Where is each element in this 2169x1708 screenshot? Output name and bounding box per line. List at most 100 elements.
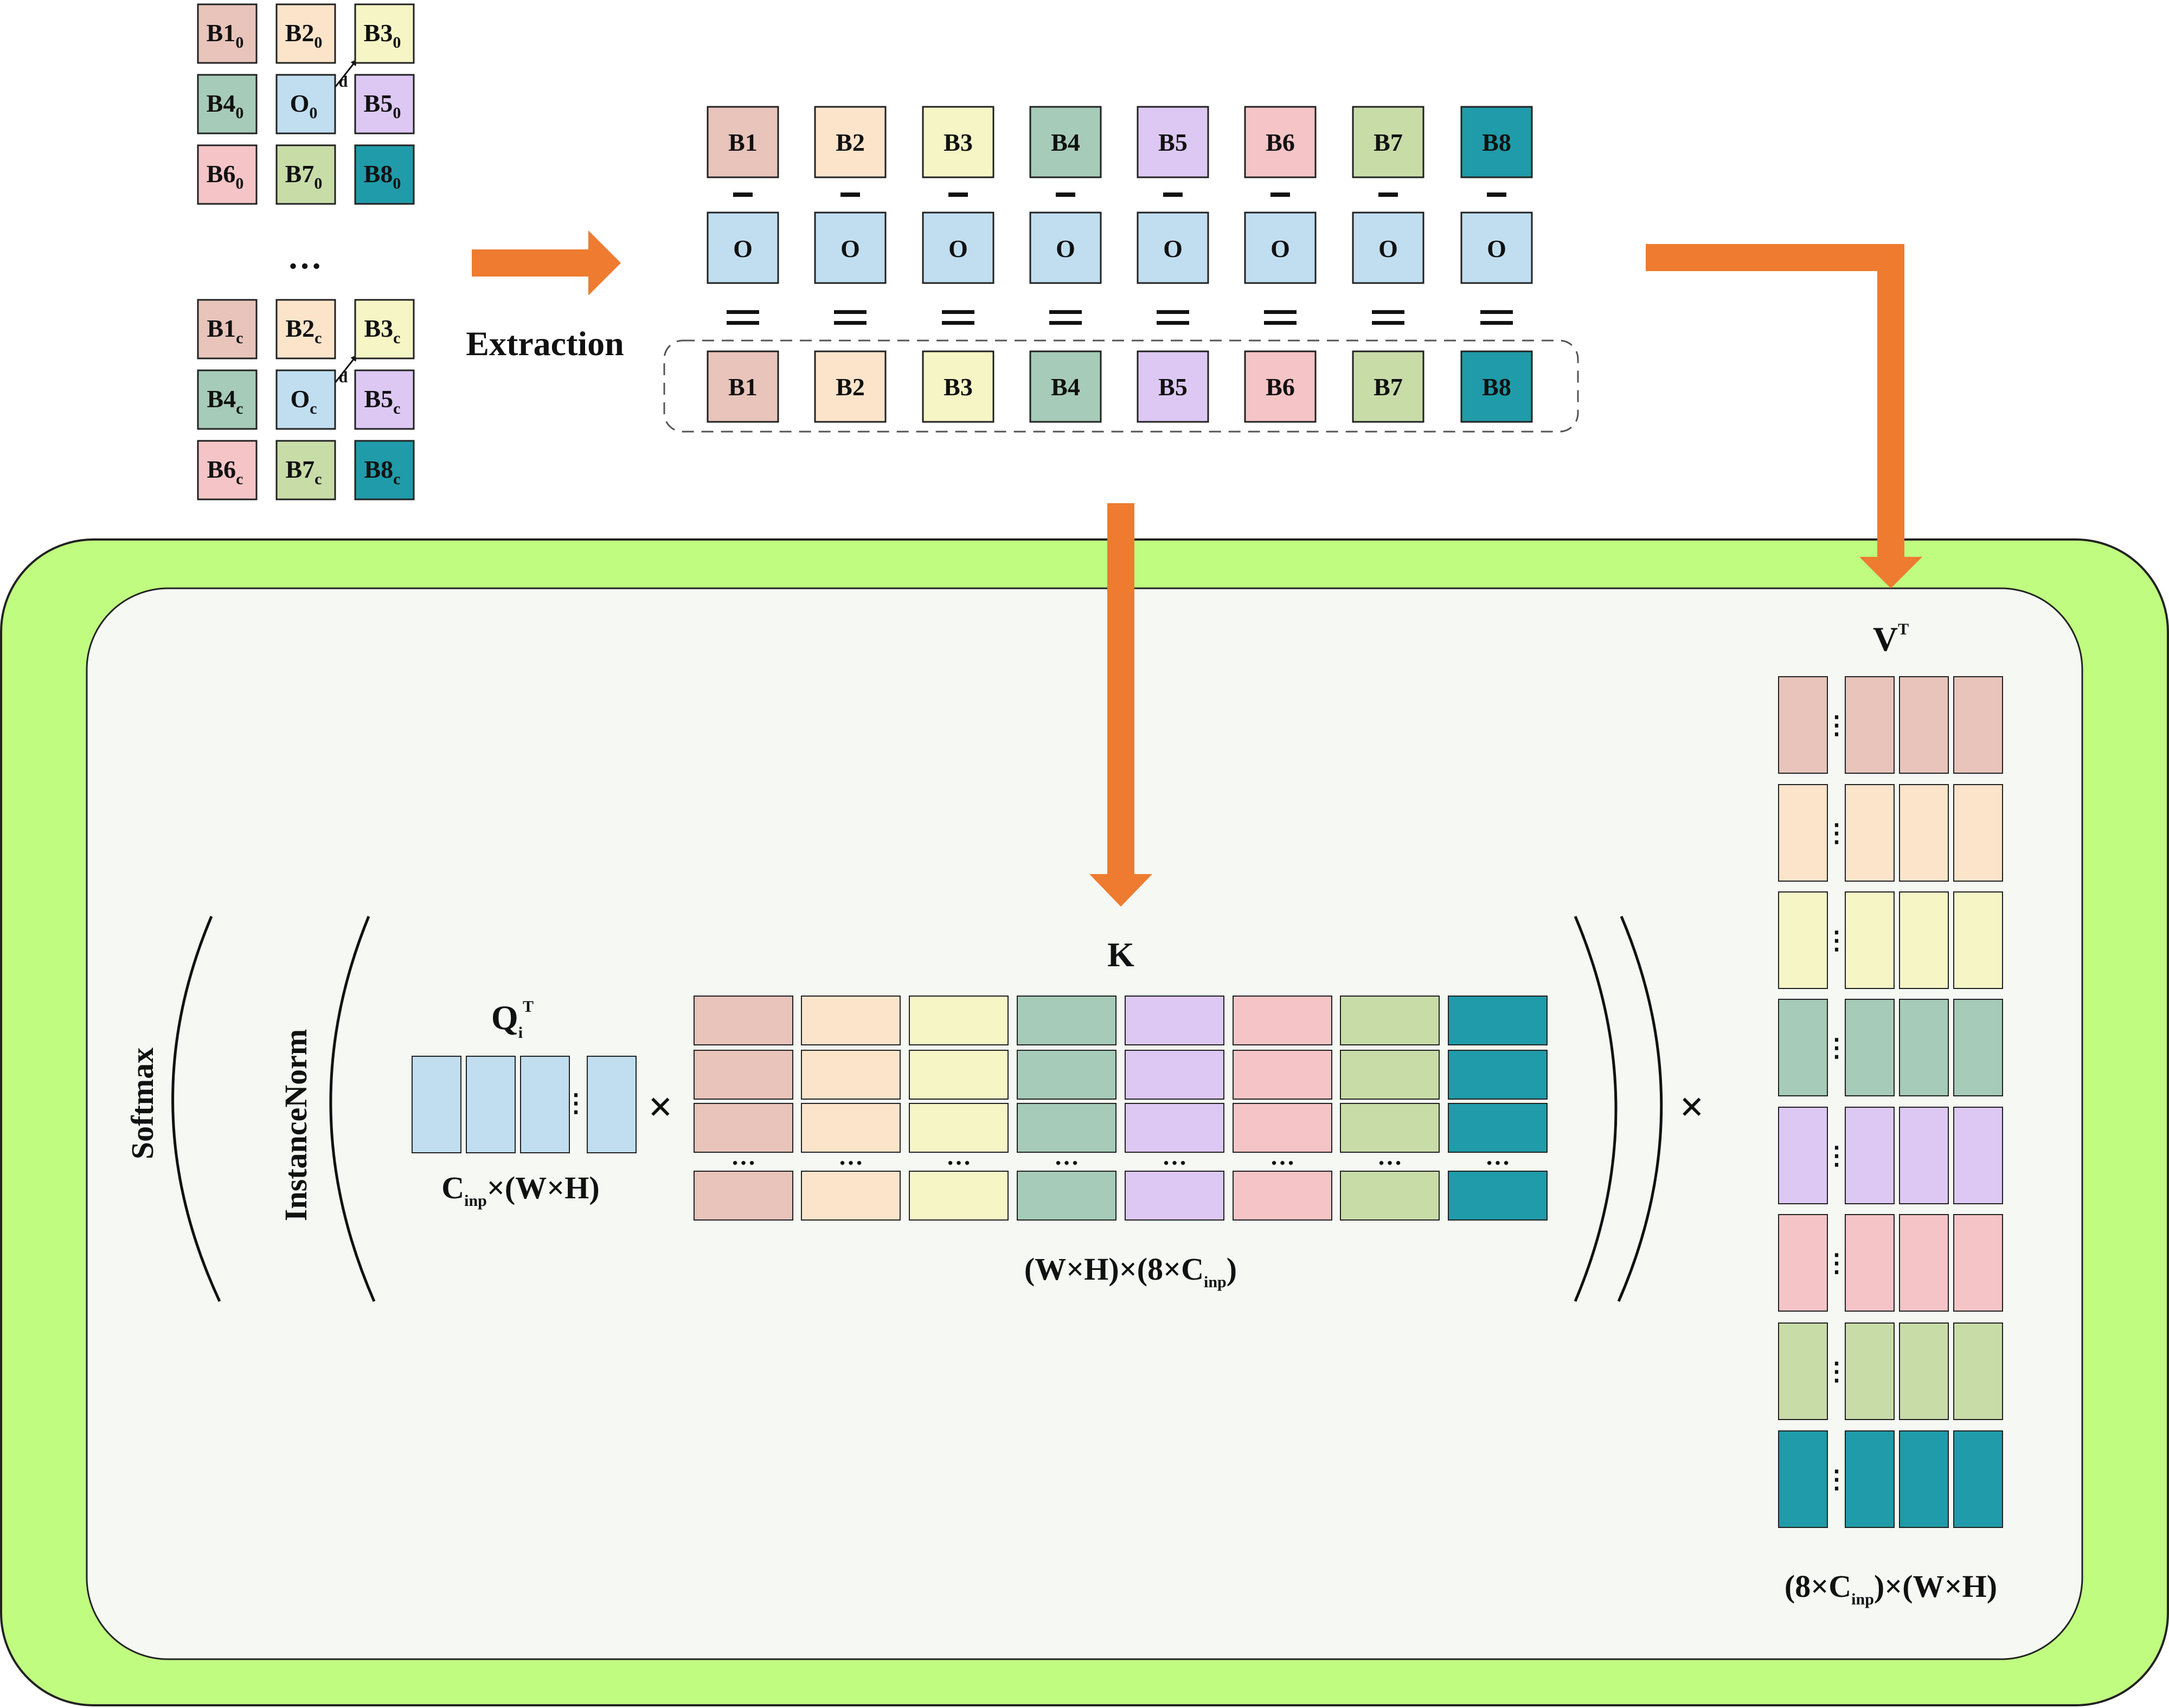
q-label: QiT — [491, 998, 534, 1042]
v-column-dots: ⋮ — [1824, 1466, 1849, 1493]
v-cell-b5 — [1899, 1107, 1949, 1204]
v-cell-b1 — [1778, 676, 1828, 774]
extraction-arrow-icon — [472, 230, 621, 296]
k-cell-b7 — [1340, 1050, 1440, 1100]
k-cell-b3 — [909, 1050, 1009, 1100]
k-row-dots: … — [838, 1142, 863, 1170]
k-row-dots: … — [731, 1142, 756, 1170]
k-cell-b8 — [1448, 1103, 1548, 1153]
k-cell-b5 — [1125, 1050, 1224, 1100]
k-cell-b6 — [1233, 1050, 1332, 1100]
k-cell-b7 — [1340, 996, 1440, 1045]
k-row-dots: … — [1162, 1142, 1187, 1170]
neighbor-cell-b1 — [197, 299, 258, 359]
equals-sign-top — [1157, 310, 1189, 314]
extract-result-label: B3 — [944, 373, 973, 401]
extract-result-label: B7 — [1374, 373, 1403, 401]
k-cell-b1 — [694, 1050, 793, 1100]
equals-sign-top — [834, 310, 867, 314]
instancenorm-bracket-left — [329, 916, 376, 1302]
neighbor-cell-b5 — [354, 74, 415, 134]
equals-sign-bottom — [1157, 321, 1189, 325]
k-cell-b8 — [1448, 1171, 1548, 1221]
v-cell-b1 — [1953, 676, 2003, 774]
neighbor-cell-label: B2c — [285, 314, 322, 347]
extract-center-cell — [814, 211, 887, 284]
neighbor-cell-label: B50 — [364, 89, 401, 122]
v-cell-b5 — [1778, 1107, 1828, 1204]
neighbor-cell-b3 — [354, 3, 415, 64]
v-cell-b6 — [1778, 1214, 1828, 1312]
v-column-dots: ⋮ — [1824, 1249, 1849, 1277]
k-cell-b5 — [1125, 996, 1224, 1045]
v-column-dots: ⋮ — [1824, 1034, 1849, 1062]
neighbor-cell-b2 — [275, 3, 336, 64]
extract-top-label: B3 — [944, 129, 973, 156]
softmax-bracket-left — [171, 916, 221, 1302]
minus-sign — [733, 192, 753, 197]
extract-result-label: B2 — [836, 373, 865, 401]
extract-result-label: B4 — [1051, 373, 1080, 401]
equals-sign-bottom — [1049, 321, 1082, 325]
v-cell-b4 — [1899, 999, 1949, 1096]
extract-center-label: O — [1378, 235, 1398, 262]
extract-result-b1 — [707, 350, 779, 423]
extract-center-label: O — [1163, 235, 1183, 262]
v-cell-b6 — [1845, 1214, 1895, 1312]
neighbor-cell-label: B1c — [207, 314, 243, 347]
neighbor-cell-b6 — [197, 440, 258, 500]
k-cell-b3 — [909, 996, 1009, 1045]
neighbor-cell-b7 — [275, 440, 336, 500]
neighborhood-ellipsis: … — [287, 237, 322, 276]
q-column-dots: ⋮ — [563, 1089, 588, 1117]
extract-top-label: B6 — [1266, 129, 1295, 156]
extract-top-label: B7 — [1374, 129, 1403, 156]
k-cell-b7 — [1340, 1103, 1440, 1153]
equals-sign-bottom — [942, 321, 974, 325]
k-cell-b2 — [801, 996, 901, 1045]
k-cell-b4 — [1017, 1103, 1116, 1153]
k-cell-b4 — [1017, 1171, 1116, 1221]
k-row-dots: … — [1377, 1142, 1402, 1170]
minus-sign — [1056, 192, 1075, 197]
extract-center-cell — [1244, 211, 1317, 284]
k-cell-b6 — [1233, 1103, 1332, 1153]
equals-sign-top — [1480, 310, 1513, 314]
neighbor-cell-label: O0 — [290, 89, 318, 122]
extract-result-b5 — [1137, 350, 1209, 423]
extraction-grid: B1 O B1 B2 O B2 B3 O B3 B4 O B4 B5 O B5 B6 O B6 B7 O B7 B8 O B8 — [707, 106, 1533, 423]
k-cell-b4 — [1017, 996, 1116, 1045]
elbow-arrow-v-icon — [1646, 244, 1922, 588]
times-sign-qk: × — [648, 1083, 673, 1131]
v-cell-b5 — [1953, 1107, 2003, 1204]
neighbor-cell-label: B60 — [207, 160, 244, 192]
v-cell-b4 — [1953, 999, 2003, 1096]
neighbor-cell-o — [275, 369, 336, 430]
v-cell-b7 — [1953, 1322, 2003, 1420]
v-cell-b8 — [1778, 1430, 1828, 1528]
k-row-dots: … — [1270, 1142, 1295, 1170]
extract-result-label: B8 — [1482, 373, 1511, 401]
v-cell-b1 — [1845, 676, 1895, 774]
equals-sign-top — [1264, 310, 1297, 314]
down-arrow-k-icon — [1089, 503, 1152, 907]
v-column-dots: ⋮ — [1824, 1142, 1849, 1170]
neighbor-cell-b7 — [275, 144, 336, 205]
times-sign-v: × — [1679, 1083, 1704, 1131]
k-cell-b3 — [909, 1103, 1009, 1153]
k-cell-b6 — [1233, 996, 1332, 1045]
instancenorm-label: InstanceNorm — [278, 1029, 313, 1221]
neighbor-cell-label: B80 — [364, 160, 401, 192]
neighbor-cell-b1 — [197, 3, 258, 64]
neighbor-cell-b5 — [354, 369, 415, 430]
extract-center-label: O — [1056, 235, 1075, 262]
neighbor-cell-b8 — [354, 440, 415, 500]
v-cell-b4 — [1845, 999, 1895, 1096]
k-cell-b1 — [694, 1171, 793, 1221]
equals-sign-bottom — [834, 321, 867, 325]
v-label: VT — [1873, 620, 1909, 658]
neighbor-cell-b8 — [354, 144, 415, 205]
v-cell-b7 — [1845, 1322, 1895, 1420]
extract-result-b6 — [1244, 350, 1317, 423]
